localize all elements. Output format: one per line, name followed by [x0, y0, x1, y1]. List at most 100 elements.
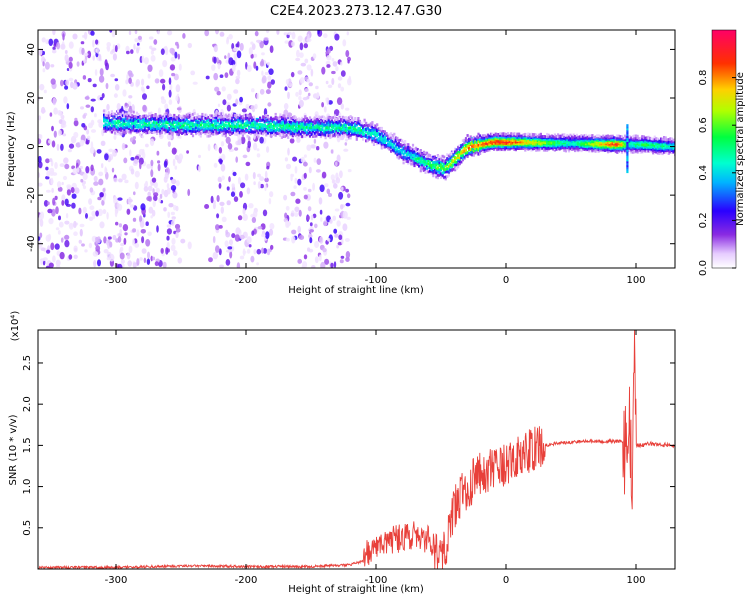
ridge-cell: [195, 115, 198, 119]
ridge-cell: [488, 140, 491, 144]
noise-speck: [337, 83, 342, 89]
noise-speck: [256, 153, 261, 158]
ridge-cell: [457, 156, 460, 159]
ridge-cell: [605, 148, 608, 152]
noise-speck: [127, 260, 132, 267]
ridge-cell: [304, 126, 307, 130]
noise-speck: [303, 161, 308, 167]
noise-speck: [47, 208, 53, 214]
noise-speck: [266, 165, 270, 170]
ridge-cell: [245, 113, 248, 117]
ridge-cell: [223, 132, 226, 136]
ridge-cell: [622, 147, 625, 151]
ridge-cell: [206, 128, 209, 132]
noise-speck: [219, 159, 223, 165]
noise-speck: [314, 223, 318, 229]
ridge-cell: [401, 156, 404, 160]
noise-speck: [105, 82, 109, 90]
ridge-cell: [391, 148, 394, 152]
noise-speck: [106, 251, 112, 259]
ridge-cell: [243, 125, 246, 129]
noise-speck: [158, 69, 164, 77]
ridge-cell: [505, 140, 508, 144]
ridge-cell: [237, 123, 240, 127]
ridge-cell: [366, 136, 369, 139]
noise-speck: [264, 170, 268, 179]
ridge-cell: [276, 116, 279, 120]
noise-speck: [334, 233, 339, 238]
ridge-cell: [277, 123, 280, 127]
noise-speck: [101, 93, 105, 99]
noise-speck: [43, 200, 49, 207]
ridge-cell: [521, 145, 524, 149]
ridge-cell: [503, 132, 507, 136]
ridge-cell: [134, 125, 137, 129]
ridge-cell: [282, 127, 285, 131]
ridge-cell: [358, 131, 361, 135]
noise-speck: [329, 219, 333, 224]
ridge-cell: [238, 132, 241, 136]
x-tick-label: -200: [235, 275, 258, 286]
ridge-cell: [332, 121, 335, 125]
ridge-cell: [608, 147, 611, 150]
ridge-cell: [388, 143, 391, 147]
ridge-cell: [518, 147, 521, 150]
ridge-cell: [360, 131, 363, 135]
noise-speck: [215, 30, 219, 35]
ridge-cell: [497, 144, 500, 148]
ridge-cell: [619, 135, 622, 138]
ridge-cell: [603, 145, 606, 149]
noise-speck: [54, 162, 58, 169]
noise-speck: [135, 79, 141, 87]
ridge-cell: [167, 126, 170, 130]
noise-speck: [222, 99, 227, 106]
noise-speck: [146, 85, 150, 90]
ridge-cell: [382, 145, 385, 149]
ridge-cell: [177, 126, 181, 130]
ridge-cell: [135, 130, 138, 134]
ridge-cell: [372, 138, 376, 142]
ridge-cell: [638, 145, 641, 149]
noise-speck: [55, 227, 60, 231]
ridge-cell: [631, 147, 634, 151]
ridge-cell: [449, 162, 452, 166]
ridge-cell: [524, 143, 527, 147]
ridge-cell: [201, 117, 204, 120]
ridge-cell: [316, 128, 319, 132]
ridge-cell: [408, 156, 411, 160]
ridge-cell: [135, 125, 138, 129]
noise-speck: [64, 54, 69, 62]
spike-cell: [626, 132, 629, 135]
ridge-cell: [167, 130, 170, 134]
noise-speck: [64, 50, 68, 54]
ridge-cell: [174, 120, 177, 124]
ridge-cell: [564, 143, 567, 146]
ridge-cell: [327, 134, 330, 138]
ridge-cell: [644, 145, 647, 149]
ridge-cell: [549, 146, 552, 149]
ridge-cell: [532, 134, 535, 138]
ridge-cell: [483, 143, 486, 147]
ridge-cell: [165, 121, 168, 125]
ridge-cell: [547, 145, 550, 149]
ridge-cell: [383, 132, 386, 136]
ridge-cell: [212, 130, 215, 134]
ridge-cell: [276, 121, 279, 124]
ridge-cell: [293, 130, 296, 133]
ridge-cell: [432, 155, 435, 159]
ridge-cell: [234, 125, 237, 128]
ridge-cell: [249, 114, 252, 118]
ridge-cell: [190, 129, 193, 133]
ridge-cell: [503, 147, 507, 150]
noise-speck: [165, 247, 169, 255]
ridge-cell: [619, 145, 622, 149]
ridge-cell: [120, 129, 123, 132]
ridge-cell: [380, 135, 383, 139]
ridge-cell: [380, 131, 383, 135]
noise-speck: [41, 106, 46, 114]
ridge-cell: [343, 127, 346, 131]
ridge-cell: [599, 147, 602, 151]
noise-speck: [211, 64, 216, 71]
ridge-cell: [422, 163, 425, 166]
